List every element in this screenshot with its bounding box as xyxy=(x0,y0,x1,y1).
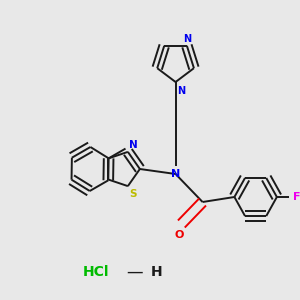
Text: N: N xyxy=(178,86,186,96)
Text: O: O xyxy=(175,230,184,240)
Text: N: N xyxy=(129,140,138,150)
Text: F: F xyxy=(293,192,300,202)
Text: N: N xyxy=(183,34,191,44)
Text: —: — xyxy=(127,263,143,281)
Text: HCl: HCl xyxy=(83,265,110,279)
Text: H: H xyxy=(151,265,162,279)
Text: S: S xyxy=(129,189,136,199)
Text: N: N xyxy=(171,169,180,179)
